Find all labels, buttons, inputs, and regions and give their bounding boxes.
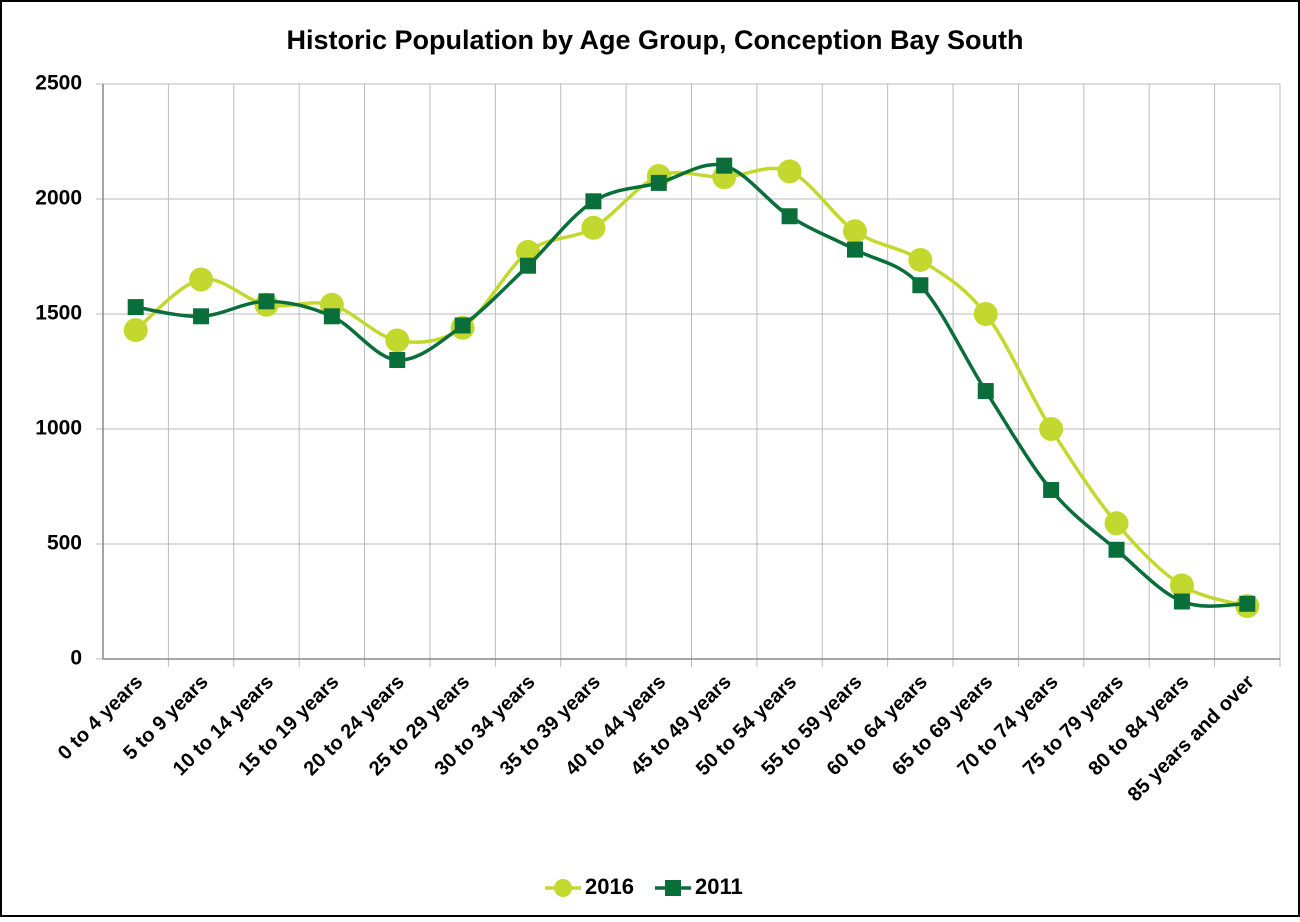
- data-point: [846, 241, 863, 258]
- data-point: [1108, 541, 1125, 558]
- legend-label: 2011: [695, 874, 743, 899]
- data-point: [389, 352, 406, 368]
- data-point: [323, 308, 340, 325]
- y-tick-label: 0: [70, 647, 82, 670]
- data-point: [258, 293, 275, 310]
- data-point: [1039, 417, 1064, 441]
- data-point: [777, 159, 802, 184]
- chart-title: Historic Population by Age Group, Concep…: [286, 25, 1023, 55]
- data-point: [520, 257, 537, 274]
- y-tick-label: 1000: [35, 417, 82, 440]
- y-tick-label: 500: [47, 532, 82, 555]
- y-tick-label: 1500: [35, 302, 82, 325]
- data-point: [385, 328, 410, 353]
- data-point: [973, 302, 998, 326]
- y-tick-label: 2000: [35, 187, 82, 210]
- data-point: [1104, 511, 1129, 536]
- data-point: [585, 193, 602, 210]
- data-point: [454, 317, 471, 334]
- data-point: [977, 383, 994, 400]
- data-point: [1043, 481, 1060, 498]
- legend-marker: [665, 880, 681, 896]
- data-point: [1169, 573, 1194, 598]
- data-point: [842, 219, 867, 244]
- data-point: [123, 318, 148, 343]
- legend-label: 2016: [585, 874, 634, 899]
- data-point: [912, 277, 929, 294]
- data-point: [581, 215, 606, 240]
- data-point: [650, 174, 667, 191]
- legend-marker: [554, 879, 572, 897]
- data-point: [1239, 595, 1256, 612]
- data-point: [781, 208, 798, 225]
- data-point: [908, 247, 933, 272]
- data-point: [189, 267, 214, 292]
- data-point: [127, 299, 144, 316]
- y-tick-label: 2500: [35, 72, 82, 95]
- data-point: [1173, 593, 1190, 610]
- data-point: [716, 157, 733, 174]
- data-point: [193, 308, 210, 325]
